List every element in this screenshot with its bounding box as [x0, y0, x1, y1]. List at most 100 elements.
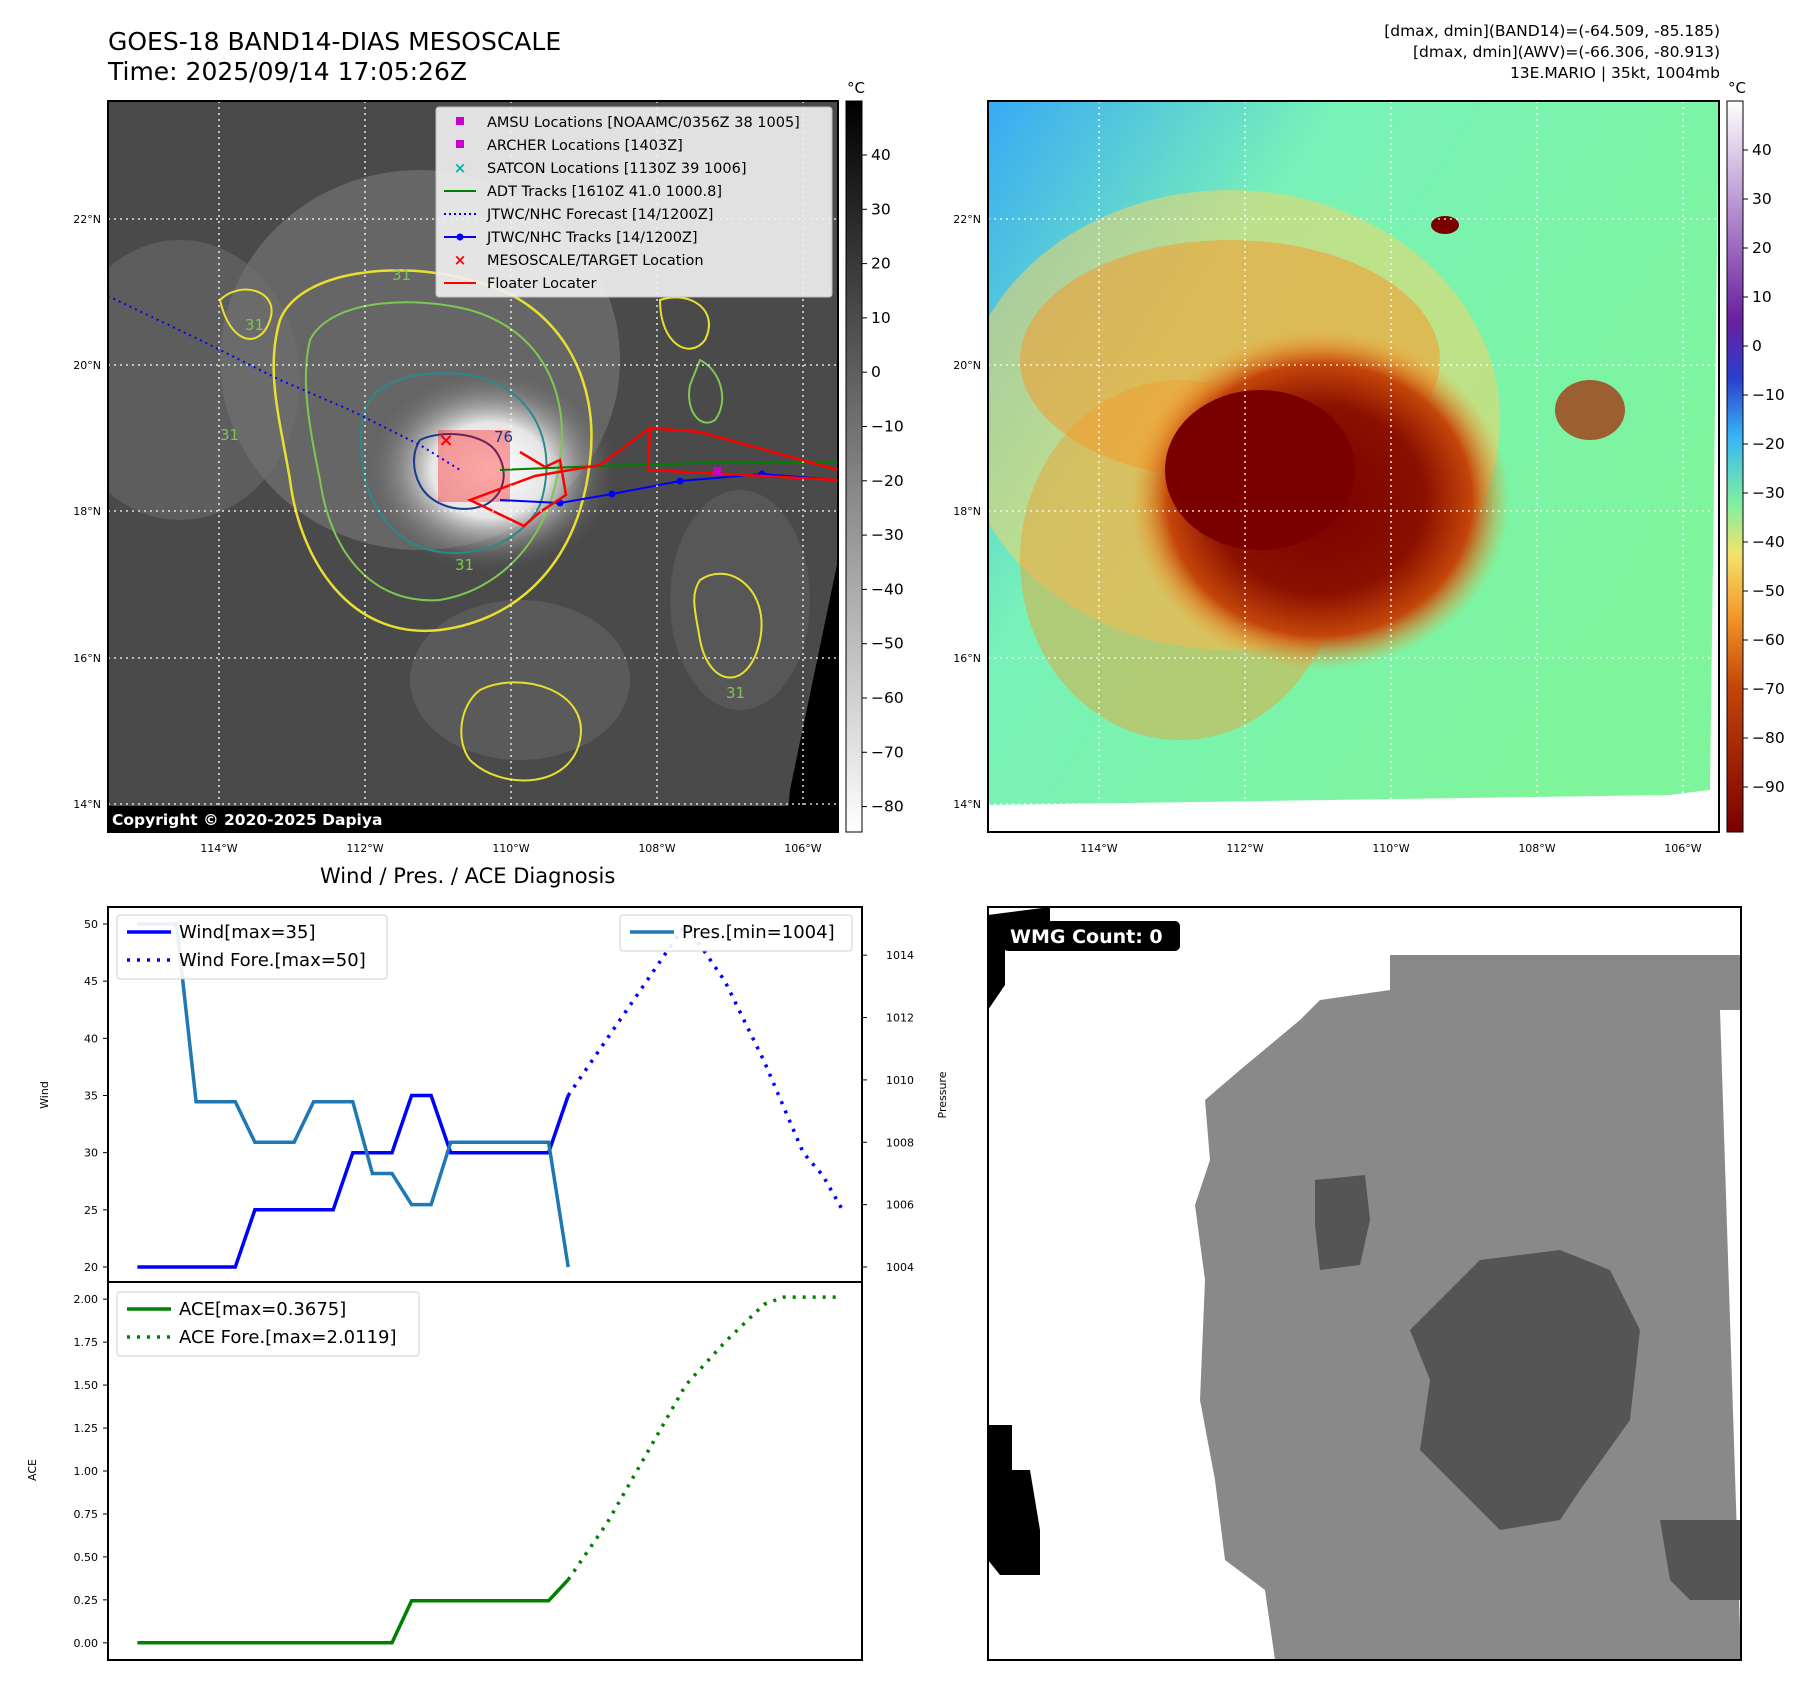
- ir-map-panel: × 31 31 31 76 31 31 AMSU Locations [NOAAMC/03…: [107, 100, 839, 833]
- lat-tick-label: 16°N: [953, 652, 981, 665]
- track-point: [608, 490, 616, 498]
- wmg-dark-region: [1315, 1175, 1370, 1270]
- colorbar-tick-label: 20: [871, 255, 891, 273]
- lat-tick-label: 14°N: [73, 798, 101, 811]
- colorbar-tick-label: −70: [871, 743, 904, 761]
- page-title: GOES-18 BAND14-DIAS MESOSCALE: [108, 27, 562, 56]
- colorbar-tick-label: −10: [1752, 386, 1785, 404]
- y-tick-label: 40: [84, 1032, 98, 1045]
- chart-legend-box: [116, 1291, 420, 1357]
- band14-stats: [dmax, dmin](BAND14)=(-64.509, -85.185): [1384, 22, 1720, 40]
- contour-yellow: [693, 572, 763, 679]
- legend-label: Floater Locater: [487, 276, 596, 292]
- lon-tick-label: 110°W: [492, 842, 529, 855]
- colorbar-tick-label: 0: [1752, 337, 1762, 355]
- colorbar-tick-label: 10: [1752, 288, 1772, 306]
- colorbar-tick-label: 10: [871, 309, 891, 327]
- y-tick-label: 25: [84, 1204, 98, 1217]
- colorbar-tick-label: −60: [1752, 631, 1785, 649]
- awv-lat-labels: 22°N 20°N 18°N 16°N 14°N: [953, 213, 981, 811]
- colorbar-tick-label: 0: [871, 363, 881, 381]
- series-line-0: [137, 1093, 570, 1269]
- ir-lon-labels: 114°W 112°W 110°W 108°W 106°W: [200, 842, 821, 855]
- y2-tick-label: 1012: [886, 1012, 914, 1025]
- contour-green: [688, 358, 724, 424]
- awv-colorbar: °C 40 30 20 10 0 −10 −20 −30 −40 −50 −60 −70 −80 −90: [1726, 79, 1785, 833]
- legend-marker: [456, 117, 464, 125]
- y-tick-label: 45: [84, 975, 98, 988]
- no-data-region: [786, 560, 838, 832]
- contour-label: 31: [726, 684, 745, 702]
- track-point: [676, 477, 684, 485]
- series-line-0: [137, 1578, 570, 1645]
- chart-legend-label: Pres.[min=1004]: [682, 922, 835, 943]
- chart-legend-label: ACE Fore.[max=2.0119]: [179, 1327, 397, 1348]
- ace-panel: 2.00 1.75 1.50 1.25 1.00 0.75 0.50 0.25 0.00 ACE[…: [26, 1281, 863, 1661]
- legend-box: [435, 106, 833, 298]
- gray-colorbar: [845, 100, 863, 833]
- storm-info: 13E.MARIO | 35kt, 1004mb: [1509, 64, 1720, 82]
- colorbar-tick-label: −80: [871, 798, 904, 816]
- lon-tick-label: 106°W: [784, 842, 821, 855]
- colorbar-tick-label: −40: [871, 580, 904, 598]
- lon-tick-label: 108°W: [1518, 842, 1555, 855]
- color-colorbar: [1726, 100, 1744, 833]
- colorbar-tick-label: −60: [871, 689, 904, 707]
- cloud-field: [108, 240, 300, 520]
- legend-label: AMSU Locations [NOAAMC/0356Z 38 1005]: [487, 115, 800, 131]
- lon-tick-label: 110°W: [1372, 842, 1409, 855]
- colorbar-tick-label: −20: [1752, 435, 1785, 453]
- chart-legend-label: ACE[max=0.3675]: [179, 1299, 346, 1320]
- awv-gridlines: [988, 101, 1719, 832]
- y2-tick-label: 1006: [886, 1199, 914, 1212]
- contour-yellow: [658, 296, 710, 350]
- colorbar-tick-label: −40: [1752, 533, 1785, 551]
- wmg-panel: WMG Count: 0: [987, 906, 1742, 1661]
- ir-lat-labels: 22°N 20°N 18°N 16°N 14°N: [73, 213, 101, 811]
- chart-legend-box: [116, 914, 388, 980]
- cloud-field: [670, 490, 810, 710]
- awv-core-darkest: [1165, 390, 1355, 550]
- page-timestamp: Time: 2025/09/14 17:05:26Z: [108, 57, 467, 86]
- y-tick-label: 0.25: [74, 1594, 99, 1607]
- colorbar-tick-label: −10: [871, 418, 904, 436]
- y-tick-label: 50: [84, 918, 98, 931]
- colorbar-tick-label: −30: [1752, 484, 1785, 502]
- colorbar-tick-label: 30: [871, 200, 891, 218]
- awv-map-frame: [987, 100, 1720, 833]
- wind-axis-label: Wind: [38, 1081, 51, 1109]
- ir-colorbar: °C 40 30 20 10 0 −10 −20 −30 −40 −50 −60 −70 −80: [845, 79, 904, 833]
- y-tick-label: 2.00: [74, 1293, 99, 1306]
- y-tick-label: 1.00: [74, 1465, 99, 1478]
- lon-tick-label: 112°W: [1226, 842, 1263, 855]
- contour-label: 31: [220, 426, 239, 444]
- colorbar-tick-label: −50: [1752, 582, 1785, 600]
- contour-label: 31: [245, 316, 264, 334]
- y-tick-label: 0.75: [74, 1508, 99, 1521]
- archer-location: [713, 467, 721, 475]
- chart-legend-label: Wind[max=35]: [179, 922, 316, 943]
- lat-tick-label: 20°N: [953, 359, 981, 372]
- legend-label: JTWC/NHC Tracks [14/1200Z]: [486, 230, 698, 246]
- lat-tick-label: 18°N: [953, 505, 981, 518]
- storm-core: [360, 365, 620, 575]
- copyright-text: Copyright © 2020-2025 Dapiya: [112, 811, 382, 829]
- legend-marker: [456, 233, 464, 241]
- contour-green: [304, 301, 563, 602]
- colorbar-tick-label: −70: [1752, 680, 1785, 698]
- pressure-axis-label: Pressure: [936, 1071, 949, 1118]
- map-legend: AMSU Locations [NOAAMC/0356Z 38 1005] ARC…: [435, 106, 833, 298]
- wmg-frame: [987, 906, 1742, 1661]
- contour-navy: [413, 433, 505, 510]
- lon-tick-label: 114°W: [1080, 842, 1117, 855]
- colorbar-tick-label: 20: [1752, 239, 1772, 257]
- colorbar-tick-label: −80: [1752, 729, 1785, 747]
- series-line-1: [566, 1295, 843, 1581]
- lon-tick-label: 106°W: [1664, 842, 1701, 855]
- y-tick-label: 1.50: [74, 1379, 99, 1392]
- awv-lon-labels: 114°W 112°W 110°W 108°W 106°W: [1080, 842, 1701, 855]
- color-colorbar-unit: °C: [1728, 79, 1746, 97]
- legend-marker: [456, 140, 464, 148]
- wmg-count-badge: [1003, 921, 1180, 951]
